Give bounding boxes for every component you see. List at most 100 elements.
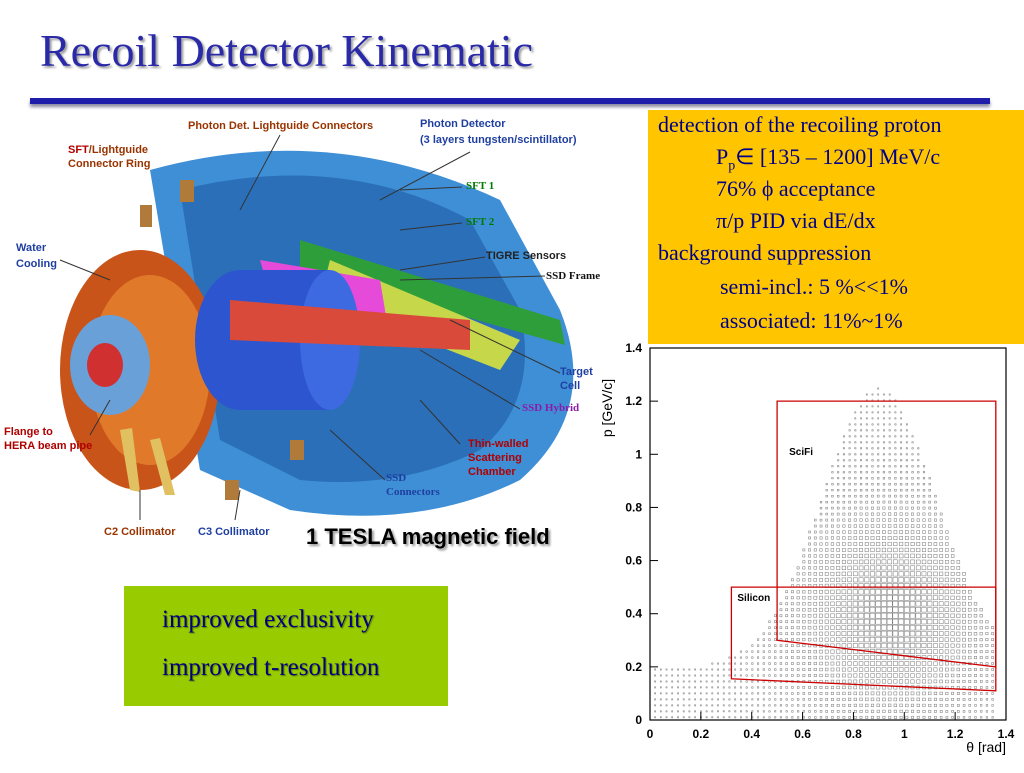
distribution-cell xyxy=(842,524,846,528)
distribution-cell xyxy=(728,698,731,701)
distribution-cell xyxy=(876,512,880,516)
distribution-cell xyxy=(888,429,891,432)
distribution-cell xyxy=(722,686,725,689)
distribution-cell xyxy=(886,618,893,625)
distribution-cell xyxy=(802,698,805,701)
distribution-cell xyxy=(922,506,926,510)
distribution-cell xyxy=(722,710,725,713)
distribution-cell xyxy=(682,698,685,701)
distribution-cell xyxy=(883,423,885,426)
distribution-cell xyxy=(928,506,932,510)
distribution-cell xyxy=(858,661,864,666)
distribution-cell xyxy=(796,590,800,594)
distribution-cell xyxy=(859,536,863,540)
distribution-cell xyxy=(944,625,950,630)
distribution-cell xyxy=(808,686,811,689)
distribution-cell xyxy=(659,710,662,713)
distribution-cell xyxy=(950,554,955,558)
distribution-cell xyxy=(875,612,882,619)
distribution-cell xyxy=(956,698,960,701)
distribution-cell xyxy=(939,655,944,660)
distribution-cell xyxy=(881,547,887,553)
y-tick-label: 0.6 xyxy=(625,554,642,568)
distribution-cell xyxy=(802,602,806,606)
distribution-cell xyxy=(859,512,863,516)
distribution-cell xyxy=(858,643,864,649)
distribution-cell xyxy=(705,710,708,713)
distribution-cell xyxy=(917,459,920,462)
distribution-cell xyxy=(875,636,881,643)
distribution-cell xyxy=(904,630,910,637)
distribution-cell xyxy=(858,649,864,654)
distribution-cell xyxy=(962,686,966,689)
distribution-cell xyxy=(933,571,938,577)
distribution-cell xyxy=(813,536,817,540)
distribution-cell xyxy=(894,483,897,486)
distribution-cell xyxy=(734,692,737,695)
distribution-cell xyxy=(796,644,800,648)
distribution-cell xyxy=(950,643,955,648)
distribution-cell xyxy=(974,704,977,707)
distribution-cell xyxy=(836,673,840,678)
distribution-cell xyxy=(808,662,812,666)
distribution-cell xyxy=(847,673,852,678)
distribution-cell xyxy=(796,638,800,642)
distribution-cell xyxy=(973,632,978,636)
distribution-cell xyxy=(722,692,725,695)
distribution-cell xyxy=(841,649,846,654)
distribution-cell xyxy=(882,518,886,522)
distribution-cell xyxy=(859,483,863,486)
distribution-cell xyxy=(745,662,748,665)
distribution-cell xyxy=(825,530,829,534)
distribution-cell xyxy=(864,613,870,619)
distribution-cell xyxy=(870,553,875,559)
distribution-cell xyxy=(911,494,914,498)
distribution-cell xyxy=(899,483,903,486)
distribution-cell xyxy=(944,631,950,636)
distribution-cell xyxy=(745,704,748,707)
distribution-cell xyxy=(921,553,927,558)
distribution-cell xyxy=(887,553,892,559)
distribution-cell xyxy=(886,624,893,631)
distribution-cell xyxy=(904,577,910,583)
distribution-cell xyxy=(899,715,903,719)
distribution-cell xyxy=(887,691,892,696)
distribution-cell xyxy=(853,655,858,660)
distribution-cell xyxy=(899,685,904,690)
distribution-cell xyxy=(819,530,823,534)
distribution-cell xyxy=(899,547,904,553)
distribution-cell xyxy=(904,571,910,577)
distribution-cell xyxy=(933,703,937,707)
distribution-cell xyxy=(865,512,869,516)
distribution-cell xyxy=(796,566,800,570)
distribution-cell xyxy=(854,411,857,414)
distribution-cell xyxy=(740,716,742,719)
distribution-cell xyxy=(945,530,949,534)
distribution-cell xyxy=(699,698,702,701)
distribution-cell xyxy=(910,679,915,684)
distribution-cell xyxy=(882,709,886,713)
distribution-cell xyxy=(835,601,841,607)
distribution-cell xyxy=(774,644,777,647)
distribution-cell xyxy=(915,565,921,571)
distribution-cell xyxy=(956,673,960,678)
distribution-cell xyxy=(933,697,937,701)
distribution-cell xyxy=(871,715,874,719)
distribution-cell xyxy=(922,547,926,552)
distribution-cell xyxy=(659,668,662,671)
distribution-cell xyxy=(927,583,933,589)
distribution-cell xyxy=(938,589,944,595)
leader-line xyxy=(399,275,546,281)
distribution-cell xyxy=(915,601,921,607)
distribution-cell xyxy=(864,643,870,649)
distribution-cell xyxy=(859,673,864,678)
distribution-cell xyxy=(836,655,841,660)
leader-line xyxy=(59,259,111,281)
distribution-cell xyxy=(870,679,875,684)
distribution-cell xyxy=(830,560,835,564)
distribution-cell xyxy=(819,501,823,504)
distribution-cell xyxy=(933,691,938,696)
distribution-cell xyxy=(785,650,788,653)
y-tick-label: 0.4 xyxy=(625,607,642,621)
distribution-cell xyxy=(802,644,806,648)
